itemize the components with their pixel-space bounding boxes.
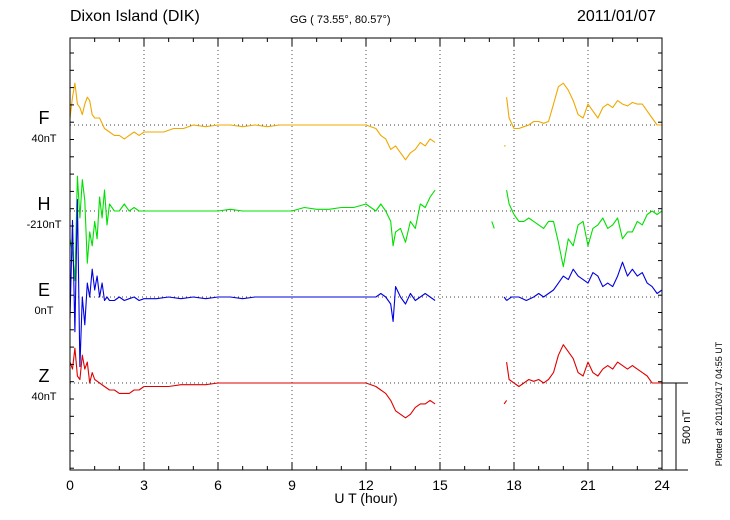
series-H-line <box>491 221 495 229</box>
series-layer <box>69 82 663 419</box>
x-tick-label: 9 <box>288 477 296 493</box>
series-E-line <box>506 261 663 302</box>
plotted-timestamp: Plotted at 2011/03/17 04:55 UT <box>714 341 724 466</box>
x-tick-label: 15 <box>432 477 448 493</box>
series-H-line <box>506 190 663 268</box>
x-tick-label: 0 <box>66 477 74 493</box>
series-Z-line <box>503 400 508 405</box>
series-F-offset: 40nT <box>31 133 56 145</box>
series-labels: F 40nT H -210nT E 0nT Z 40nT <box>27 108 62 403</box>
series-Z-line <box>69 347 436 419</box>
x-tick-label: 12 <box>358 477 374 493</box>
series-F-name: F <box>39 108 50 128</box>
series-H-offset: -210nT <box>27 219 62 231</box>
series-Z-line <box>506 344 662 388</box>
series-E-line <box>69 199 436 368</box>
x-tick-label: 21 <box>580 477 596 493</box>
series-F-line <box>69 82 436 161</box>
x-tick-label: 6 <box>214 477 222 493</box>
series-Z-name: Z <box>39 366 50 386</box>
scale-bar: 500 nT <box>662 382 693 471</box>
station-title: Dixon Island (DIK) <box>70 8 200 25</box>
series-E-line <box>503 296 508 301</box>
series-H-line <box>69 175 436 282</box>
station-coordinates: GG ( 73.55°, 80.57°) <box>290 14 391 26</box>
series-F-line <box>506 82 662 130</box>
x-tick-label: 24 <box>654 477 670 493</box>
series-E-offset: 0nT <box>35 305 54 317</box>
plot-date: 2011/01/07 <box>577 8 656 25</box>
x-tick-label: 18 <box>506 477 522 493</box>
series-H-name: H <box>38 194 51 214</box>
x-tick-label: 3 <box>140 477 148 493</box>
series-Z-offset: 40nT <box>31 391 56 403</box>
x-axis-label: U T (hour) <box>334 490 397 506</box>
series-E-name: E <box>38 280 50 300</box>
scale-bar-label: 500 nT <box>681 410 693 445</box>
grid-lines <box>70 38 662 470</box>
axis-ticks: 0 3 6 9 12 15 18 21 24 <box>66 38 670 493</box>
